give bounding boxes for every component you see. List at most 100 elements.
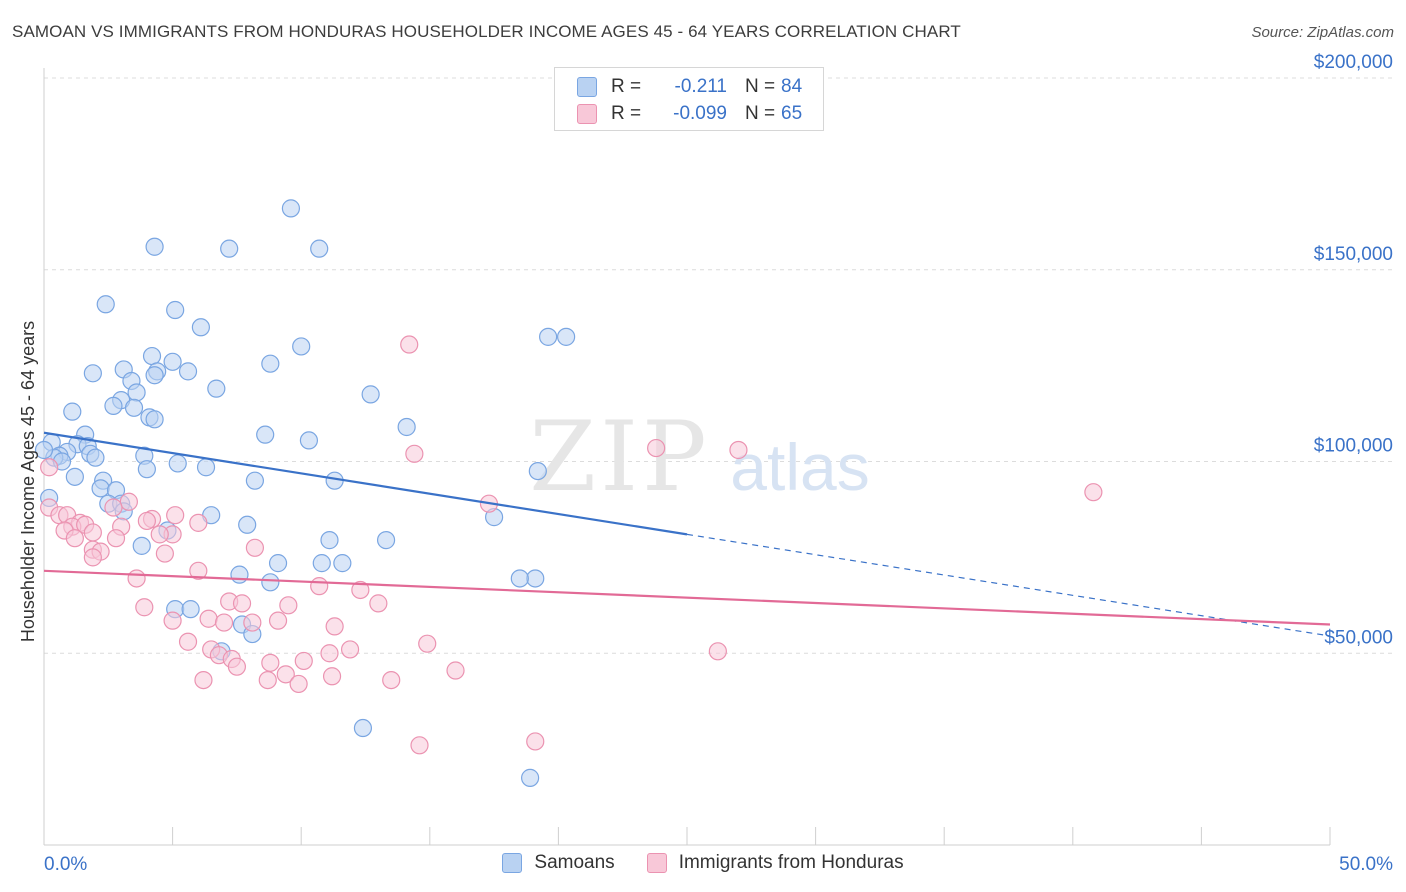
- samoans-point: [361, 385, 380, 404]
- honduras-point: [446, 661, 465, 680]
- honduras-point: [119, 492, 138, 511]
- honduras-point: [245, 538, 265, 557]
- honduras-point: [155, 544, 174, 563]
- honduras-point: [369, 594, 388, 613]
- samoans-point: [397, 417, 416, 437]
- axis-labels: $50,000 $100,000 $150,000 $200,000 0.0% 50.0%…: [18, 52, 1393, 875]
- samoans-point: [132, 536, 151, 555]
- samoans-point: [166, 300, 185, 320]
- y-tick-label: $200,000: [1314, 52, 1393, 73]
- honduras-point: [729, 440, 748, 460]
- samoans-point: [526, 569, 545, 588]
- watermark: ZIP atlas: [529, 401, 869, 513]
- honduras-point: [418, 634, 437, 653]
- legend-label-samoans: Samoans: [534, 852, 615, 873]
- axes: [43, 68, 1331, 846]
- n-value: 65: [781, 103, 803, 124]
- honduras-point: [227, 657, 246, 676]
- samoans-point: [320, 531, 339, 550]
- samoans-point: [83, 364, 102, 383]
- samoans-point: [557, 327, 576, 346]
- honduras-legend-swatch: [646, 853, 667, 873]
- honduras-point: [294, 651, 313, 671]
- samoans-point: [299, 431, 319, 450]
- y-axis-label: Householder Income Ages 45 - 64 years: [18, 321, 38, 642]
- samoans-point: [510, 569, 529, 588]
- samoans-point: [207, 379, 226, 398]
- samoans-point: [163, 352, 182, 371]
- samoans-point: [261, 354, 280, 373]
- honduras-point: [189, 561, 208, 580]
- samoans-point: [124, 398, 144, 417]
- honduras-point: [163, 611, 182, 630]
- y-tick-label: $50,000: [1324, 627, 1393, 648]
- chart-title: SAMOAN VS IMMIGRANTS FROM HONDURAS HOUSE…: [12, 22, 961, 41]
- honduras-point: [83, 548, 102, 567]
- samoans-point: [191, 318, 210, 337]
- data-points: [34, 199, 1103, 787]
- r-label: R =: [611, 103, 642, 124]
- samoans-point: [168, 454, 187, 473]
- honduras-point: [340, 640, 360, 659]
- source-credit: Source: ZipAtlas.com: [1251, 24, 1394, 41]
- samoans-point: [353, 718, 373, 738]
- n-label: N =: [745, 76, 776, 97]
- samoans-point: [86, 448, 105, 467]
- samoans-point: [539, 327, 558, 346]
- honduras-point: [322, 667, 342, 686]
- honduras-point: [289, 674, 308, 694]
- stats-legend: R = -0.211 N = 84 R = -0.099 N = 65: [554, 67, 824, 131]
- y-tick-label: $100,000: [1314, 436, 1393, 457]
- honduras-point: [127, 569, 146, 588]
- samoans-swatch: [577, 77, 597, 97]
- honduras-point: [400, 335, 419, 354]
- series-legend: Samoans Immigrants from Honduras: [0, 852, 1406, 874]
- samoans-point: [230, 565, 249, 584]
- samoans-point: [196, 458, 216, 477]
- honduras-point: [65, 529, 84, 548]
- samoans-point: [528, 461, 547, 481]
- honduras-point: [405, 444, 424, 463]
- honduras-point: [279, 596, 298, 615]
- samoans-point: [281, 199, 301, 218]
- honduras-point: [268, 611, 288, 630]
- honduras-point: [194, 670, 213, 690]
- y-tick-label: $150,000: [1314, 244, 1393, 265]
- samoans-point: [256, 425, 275, 444]
- samoans-point: [333, 554, 352, 573]
- legend-item-samoans[interactable]: Samoans: [502, 852, 615, 874]
- samoans-point: [137, 460, 156, 479]
- samoans-point: [238, 515, 257, 534]
- stats-row-samoans: R = -0.211 N = 84: [577, 75, 802, 99]
- honduras-point: [708, 642, 727, 661]
- honduras-point: [276, 665, 295, 684]
- r-value: -0.211: [674, 76, 727, 97]
- stats-row-honduras: R = -0.099 N = 65: [577, 102, 802, 126]
- honduras-point: [214, 613, 234, 632]
- honduras-point: [261, 653, 280, 672]
- samoans-legend-swatch: [502, 853, 523, 873]
- watermark-atlas: atlas: [730, 430, 869, 504]
- honduras-point: [1084, 483, 1103, 502]
- honduras-point: [178, 632, 198, 651]
- samoans-point: [181, 600, 200, 619]
- samoans-point: [145, 237, 164, 256]
- watermark-zip: ZIP: [529, 401, 710, 513]
- honduras-point: [104, 498, 123, 517]
- samoans-point: [292, 337, 311, 356]
- legend-item-honduras[interactable]: Immigrants from Honduras: [646, 852, 904, 874]
- samoans-point: [376, 531, 396, 550]
- honduras-point: [40, 458, 59, 477]
- x-tick-label: 50.0%: [1339, 854, 1393, 875]
- honduras-point: [410, 736, 429, 755]
- samoans-point: [127, 383, 146, 402]
- grid-lines: [44, 77, 1394, 654]
- samoans-point: [268, 554, 288, 573]
- honduras-point: [325, 617, 344, 636]
- samoans-point: [220, 239, 239, 258]
- samoans-trend-line: [43, 431, 688, 536]
- samoans-point: [91, 479, 110, 498]
- samoans-point: [65, 467, 84, 486]
- honduras-point: [150, 525, 169, 544]
- honduras-point: [137, 511, 156, 531]
